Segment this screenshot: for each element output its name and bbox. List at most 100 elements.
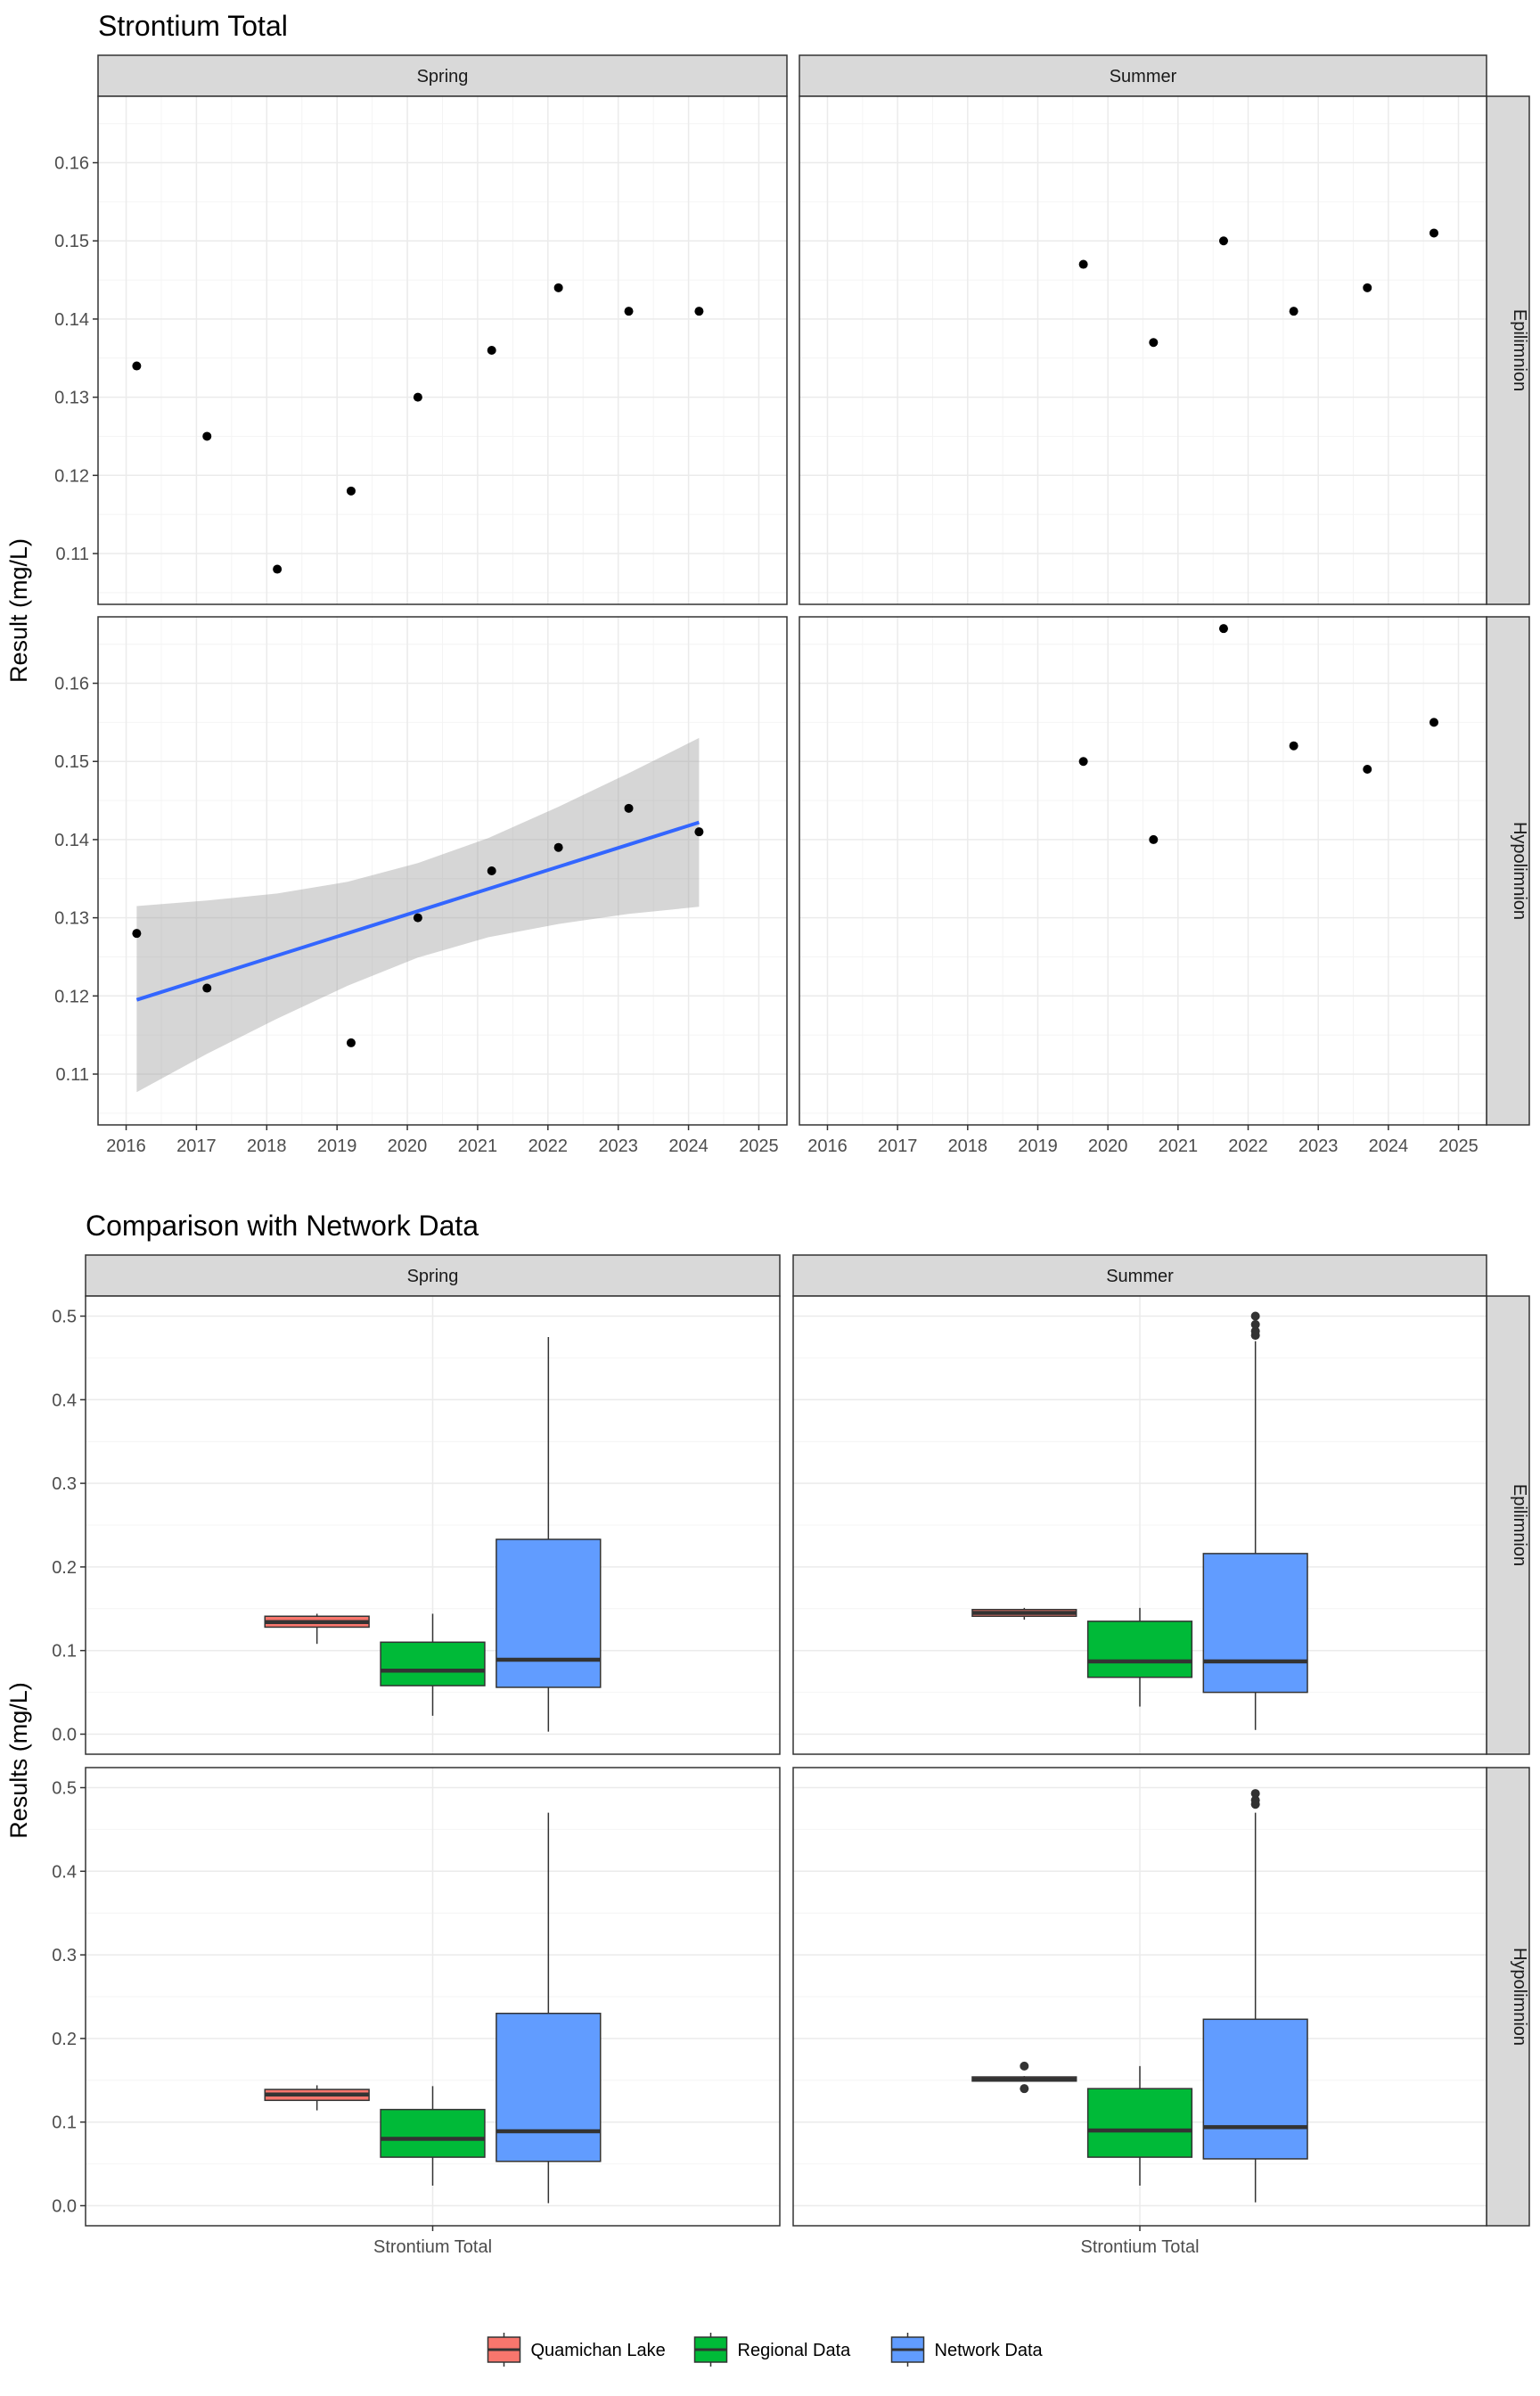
outlier-point (1250, 1326, 1260, 1336)
x-tick-label: 2017 (878, 1136, 918, 1156)
chart2-y-axis-label: Results (mg/L) (5, 1682, 32, 1839)
legend-label-network-data: Network Data (935, 2341, 1044, 2360)
chart1-y-axis-label: Result (mg/L) (5, 538, 32, 683)
y-tick-label: 0.0 (52, 2196, 77, 2216)
outlier-point (1250, 1311, 1260, 1321)
data-point (1149, 338, 1159, 348)
chart2-strip-spring (85, 1254, 781, 1297)
x-tick-label: 2019 (317, 1136, 357, 1156)
data-point (1149, 834, 1159, 844)
chart1-strip-spring (97, 54, 788, 97)
data-point (202, 983, 212, 993)
chart1-panel-spring-epilimnion: 0.11 0.12 0.13 0.14 0.15 0.16 (54, 95, 788, 605)
x-tick-label: 2025 (739, 1136, 779, 1156)
data-point (1218, 236, 1228, 246)
box-body (1086, 1621, 1193, 1678)
data-point (273, 564, 283, 574)
data-point (413, 913, 422, 923)
y-tick-label: 0.4 (52, 1391, 77, 1410)
panel-border (97, 95, 788, 605)
legend-item-quamichan-lake: Quamichan Lake (487, 2333, 666, 2367)
chart2-panel-spring-hypolimnion: 0.0 0.1 0.2 0.3 0.4 0.5 Strontium Total (52, 1767, 781, 2257)
data-point (1289, 741, 1298, 751)
x-tick-label: Strontium Total (373, 2237, 492, 2257)
outlier-point (1250, 1319, 1260, 1329)
x-tick-label: 2023 (1298, 1136, 1339, 1156)
outlier-point (1020, 2084, 1029, 2094)
outlier-point (1250, 1789, 1260, 1799)
box-body (1202, 2018, 1308, 2160)
panel-border (799, 616, 1487, 1126)
data-point (624, 803, 634, 813)
box-quamichan-lake (971, 1607, 1077, 1620)
data-point (1429, 228, 1438, 238)
box-network-data (1202, 1789, 1308, 2203)
x-tick-label: 2024 (668, 1136, 709, 1156)
data-point (487, 866, 496, 875)
y-tick-label: 0.5 (52, 1308, 77, 1327)
data-point (1218, 624, 1228, 634)
box-body (1086, 2088, 1193, 2158)
data-point (694, 827, 704, 837)
box-network-data (496, 1336, 602, 1732)
x-tick-label: 2021 (1159, 1136, 1199, 1156)
y-tick-label: 0.12 (54, 987, 89, 1006)
legend-item-regional-data: Regional Data (693, 2333, 852, 2367)
chart1-panel-summer-epilimnion (799, 95, 1487, 605)
chart1-strip-label-summer: Summer (1110, 67, 1177, 86)
data-point (1363, 283, 1372, 292)
chart2-panel-spring-epilimnion: 0.0 0.1 0.2 0.3 0.4 0.5 (52, 1295, 781, 1755)
chart1-title: Strontium Total (98, 10, 288, 42)
box-network-data (1202, 1311, 1308, 1730)
panel-border (85, 1295, 781, 1755)
chart2-strip-epilimnion (1486, 1295, 1530, 1755)
x-tick-label: 2018 (247, 1136, 287, 1156)
legend-item-network-data: Network Data (890, 2333, 1044, 2367)
x-tick-label: 2016 (807, 1136, 848, 1156)
y-tick-label: 0.3 (52, 1474, 77, 1494)
chart1-panel-spring-hypolimnion: 0.11 0.12 0.13 0.14 0.15 0.16 2016 2017 2018 2019… (54, 616, 788, 1156)
data-point (132, 929, 142, 939)
y-tick-label: 0.4 (52, 1862, 77, 1882)
y-tick-label: 0.1 (52, 1642, 77, 1662)
legend-label-quamichan-lake: Quamichan Lake (531, 2341, 666, 2360)
box-body (380, 2108, 486, 2158)
y-tick-label: 0.16 (54, 154, 89, 174)
legend-label-regional-data: Regional Data (738, 2341, 852, 2360)
box-quamichan-lake (264, 2085, 370, 2111)
y-tick-label: 0.14 (54, 831, 89, 850)
y-tick-label: 0.11 (56, 1065, 89, 1085)
box-regional-data (380, 1613, 486, 1716)
x-tick-label: 2016 (106, 1136, 146, 1156)
chart1-strip-label-hypolimnion: Hypolimnion (1510, 822, 1529, 920)
y-tick-label: 0.13 (54, 909, 89, 929)
x-tick-label: 2020 (388, 1136, 428, 1156)
panel-border (97, 616, 788, 1126)
data-point (553, 283, 563, 292)
data-point (413, 392, 422, 402)
outlier-point (1250, 1795, 1260, 1805)
data-point (346, 486, 356, 496)
y-tick-label: 0.15 (54, 752, 89, 772)
y-tick-label: 0.0 (52, 1725, 77, 1744)
data-point (346, 1038, 356, 1047)
box-body (380, 1641, 486, 1686)
data-point (1078, 757, 1088, 767)
box-quamichan-lake (971, 2061, 1077, 2094)
y-tick-label: 0.11 (56, 545, 89, 564)
outlier-point (1020, 2061, 1029, 2071)
chart1-strip-label-spring: Spring (417, 67, 469, 86)
trend-line (135, 820, 700, 1002)
box-body (1202, 1553, 1308, 1694)
data-point (1429, 718, 1438, 727)
chart2-panel-summer-hypolimnion: Strontium Total (792, 1767, 1487, 2257)
x-tick-label: 2021 (458, 1136, 498, 1156)
y-tick-label: 0.2 (52, 1558, 77, 1578)
x-tick-label: 2025 (1438, 1136, 1479, 1156)
chart2-panel-summer-epilimnion (792, 1295, 1487, 1755)
panel-border (799, 95, 1487, 605)
chart2-strip-label-epilimnion: Epilimnion (1510, 1484, 1529, 1566)
y-tick-label: 0.3 (52, 1946, 77, 1965)
chart1-panel-summer-hypolimnion: 2016 2017 2018 2019 2020 2021 2022 2023 2024 2025 (799, 616, 1487, 1156)
chart2-strip-label-spring: Spring (407, 1267, 459, 1286)
